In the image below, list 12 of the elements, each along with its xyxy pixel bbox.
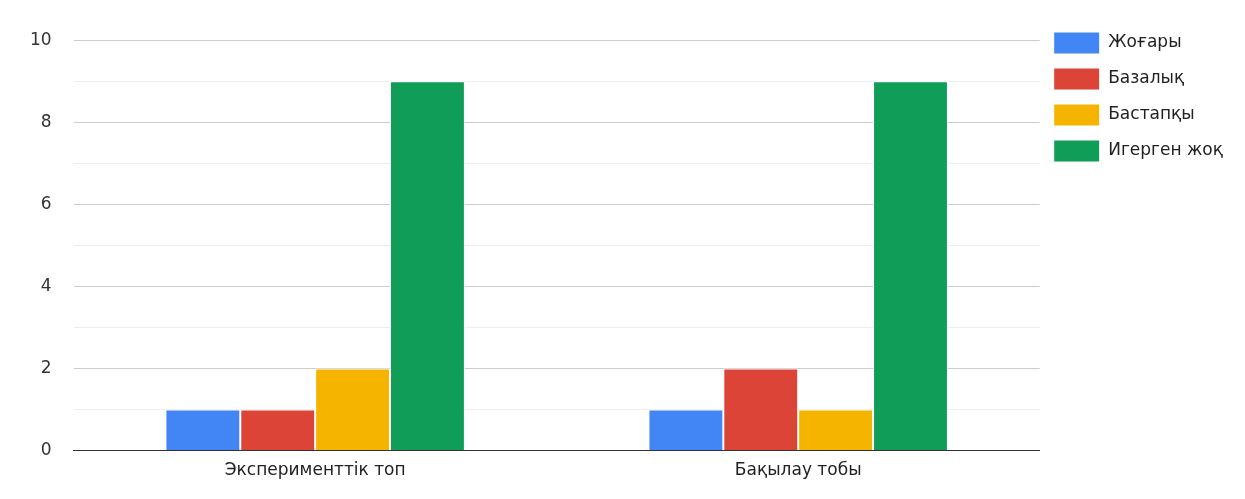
x-tick-label: Эксперименттік топ <box>224 459 406 480</box>
y-tick-label: 2 <box>40 356 52 377</box>
y-tick-label: 10 <box>29 28 52 49</box>
y-tick-label: 4 <box>40 274 52 295</box>
legend-label: Игерген жоқ <box>1108 139 1224 160</box>
legend-label: Базалық <box>1108 67 1185 88</box>
legend-label: Жоғары <box>1108 31 1182 52</box>
x-tick-label: Бақылау тобы <box>734 459 862 480</box>
legend-label: Бастапқы <box>1108 103 1195 124</box>
y-tick-label: 8 <box>40 110 52 131</box>
y-tick-label: 6 <box>40 192 52 213</box>
y-tick-label: 0 <box>40 439 52 460</box>
